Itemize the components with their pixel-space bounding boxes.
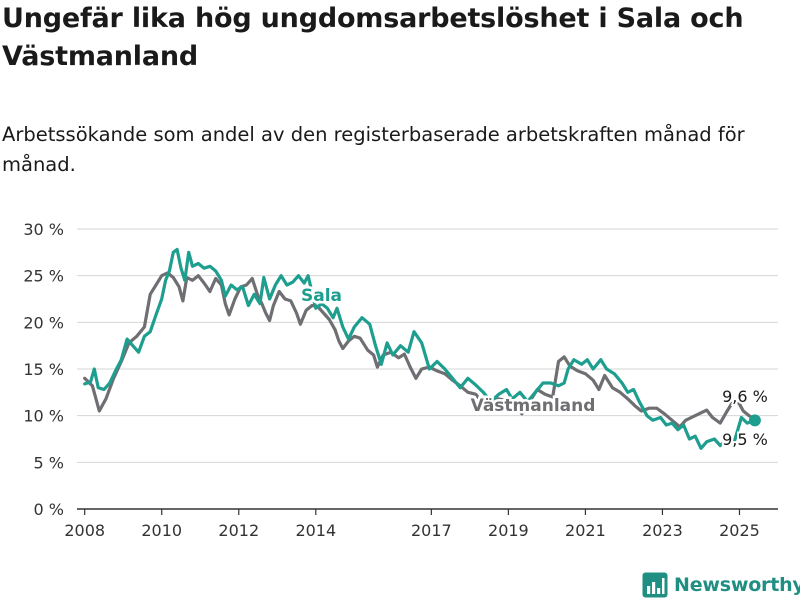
y-tick-label: 20 % — [23, 313, 64, 332]
x-tick-label: 2025 — [719, 521, 760, 540]
end-label-vastmanland: 9,6 % — [722, 387, 768, 406]
x-tick-label: 2021 — [565, 521, 606, 540]
brand-logo: Newsworthy — [642, 568, 800, 602]
x-tick-label: 2017 — [411, 521, 452, 540]
y-tick-label: 0 % — [34, 500, 64, 519]
annotation-sala: Sala — [301, 286, 342, 306]
x-tick-label: 2023 — [642, 521, 683, 540]
x-tick-label: 2008 — [64, 521, 105, 540]
newsworthy-logo-icon — [642, 572, 668, 598]
chart-title: Ungefär lika hög ungdomsarbetslöshet i S… — [2, 3, 744, 72]
series-line-v-stmanland — [83, 271, 757, 429]
x-tick-label: 2014 — [295, 521, 336, 540]
y-tick-label: 25 % — [23, 267, 64, 286]
x-tick-label: 2019 — [488, 521, 529, 540]
series-line-sala — [83, 247, 757, 450]
y-tick-label: 5 % — [34, 453, 64, 472]
annotation-vastmanland: Västmanland — [471, 396, 596, 416]
y-tick-label: 30 % — [23, 220, 64, 239]
chart-subtitle: Arbetssökande som andel av den registerb… — [2, 123, 745, 176]
series-end-marker-sala — [748, 414, 761, 427]
brand-name: Newsworthy — [674, 574, 800, 596]
end-label-sala: 9,5 % — [722, 430, 768, 449]
x-tick-label: 2012 — [218, 521, 259, 540]
y-tick-label: 10 % — [23, 407, 64, 426]
x-tick-label: 2010 — [141, 521, 182, 540]
y-tick-label: 15 % — [23, 360, 64, 379]
